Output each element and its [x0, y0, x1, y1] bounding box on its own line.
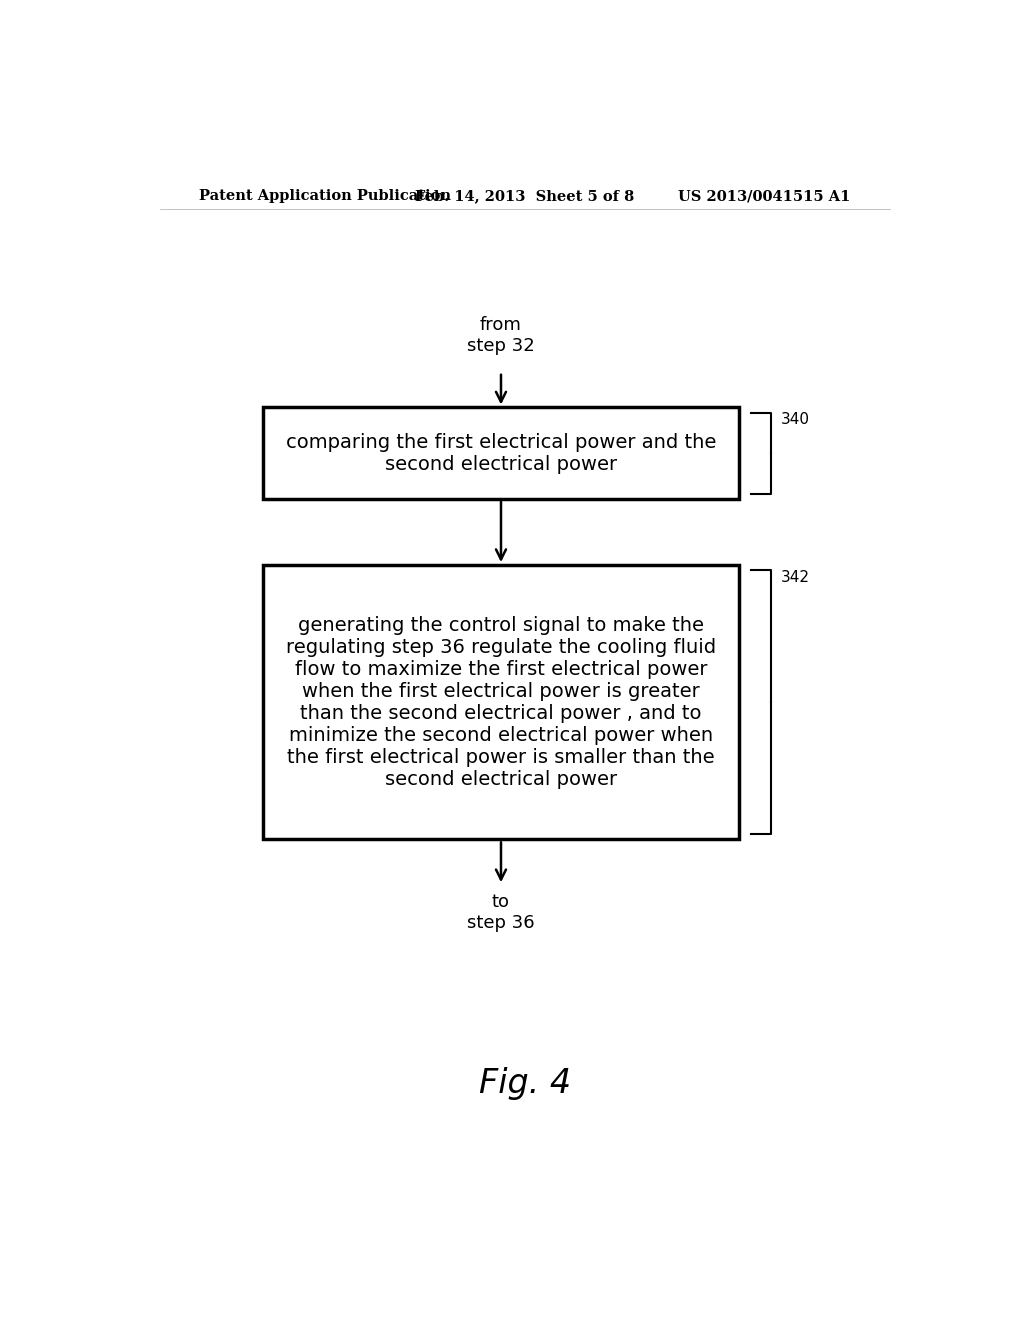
Text: Fig. 4: Fig. 4 [479, 1067, 570, 1100]
Text: US 2013/0041515 A1: US 2013/0041515 A1 [678, 189, 850, 203]
Text: Patent Application Publication: Patent Application Publication [200, 189, 452, 203]
Text: 340: 340 [780, 412, 809, 428]
Text: comparing the first electrical power and the
second electrical power: comparing the first electrical power and… [286, 433, 716, 474]
Bar [263, 565, 739, 840]
Text: Feb. 14, 2013  Sheet 5 of 8: Feb. 14, 2013 Sheet 5 of 8 [415, 189, 635, 203]
Text: from
step 32: from step 32 [467, 315, 535, 355]
Text: generating the control signal to make the
regulating step 36 regulate the coolin: generating the control signal to make th… [286, 615, 716, 788]
Text: 342: 342 [780, 570, 809, 585]
Text: to
step 36: to step 36 [467, 894, 535, 932]
Bar [263, 408, 739, 499]
